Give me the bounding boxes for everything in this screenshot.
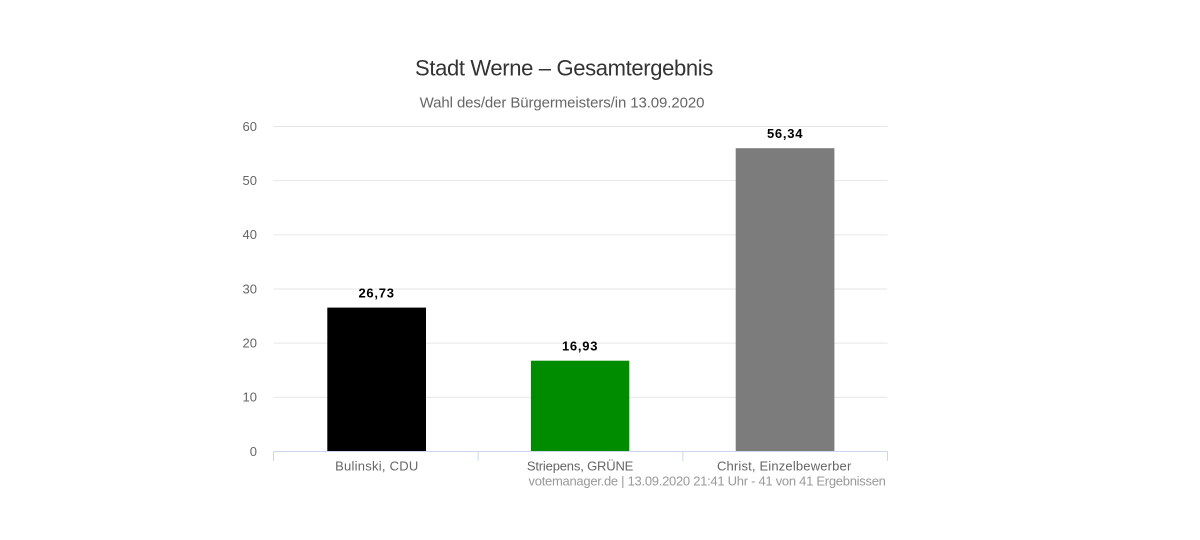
svg-text:30: 30 <box>243 281 257 296</box>
svg-text:10: 10 <box>243 390 257 405</box>
svg-text:40: 40 <box>243 227 257 242</box>
svg-text:60: 60 <box>243 119 257 134</box>
svg-text:20: 20 <box>243 336 257 351</box>
svg-text:Bulinski, CDU: Bulinski, CDU <box>335 459 418 474</box>
svg-text:Wahl des/der Bürgermeisters/in: Wahl des/der Bürgermeisters/in 13.09.202… <box>420 95 705 112</box>
svg-text:16,93: 16,93 <box>562 339 598 354</box>
svg-text:26,73: 26,73 <box>358 286 394 301</box>
svg-text:50: 50 <box>243 173 257 188</box>
svg-text:Christ, Einzelbewerber: Christ, Einzelbewerber <box>717 459 852 474</box>
svg-text:Striepens, GRÜNE: Striepens, GRÜNE <box>527 459 634 474</box>
svg-text:votemanager.de | 13.09.2020 21: votemanager.de | 13.09.2020 21:41 Uhr - … <box>529 474 886 489</box>
svg-text:0: 0 <box>250 444 257 459</box>
svg-text:Stadt Werne – Gesamtergebnis: Stadt Werne – Gesamtergebnis <box>415 56 713 81</box>
svg-text:56,34: 56,34 <box>767 126 803 141</box>
